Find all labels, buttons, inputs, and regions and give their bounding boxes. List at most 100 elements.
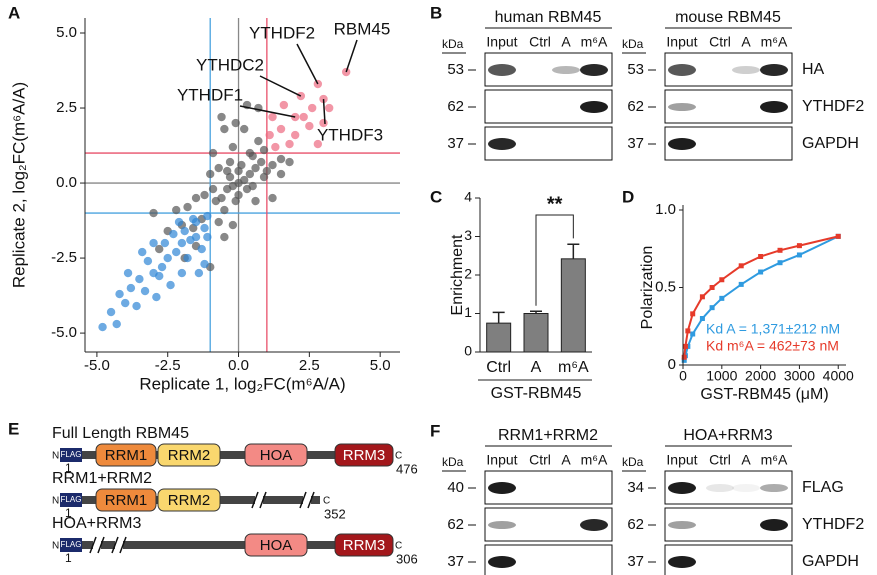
lane-label: A — [561, 452, 571, 468]
tag-box — [60, 538, 82, 552]
x-tick-label: 1000 — [706, 368, 737, 384]
data-point — [143, 256, 153, 266]
data-point — [149, 208, 158, 218]
data-point — [194, 268, 204, 278]
data-point — [307, 103, 317, 113]
band — [668, 64, 696, 76]
lane-label: Ctrl — [709, 34, 731, 50]
blot-title: HOA+RRM3 — [683, 427, 772, 444]
c-terminus: C — [395, 541, 402, 552]
data-point — [681, 357, 687, 363]
annotation: YTHDC2 — [196, 55, 264, 74]
band — [706, 484, 734, 492]
data-point — [234, 166, 243, 176]
start-label: 1 — [65, 551, 72, 565]
data-point — [200, 190, 209, 200]
x-axis-label: Replicate 1, log₂FC(m⁶A/A) — [139, 374, 345, 393]
backbone — [82, 451, 392, 459]
data-point — [738, 281, 744, 287]
domain-label: RRM1 — [105, 447, 148, 464]
data-point — [276, 124, 286, 134]
data-point — [341, 67, 351, 77]
y-tick-label: -2.5 — [51, 249, 77, 266]
data-point — [690, 311, 696, 317]
data-point — [206, 169, 215, 179]
data-point — [160, 238, 170, 248]
data-point — [112, 319, 121, 329]
annotation: YTHDF3 — [317, 125, 383, 144]
data-point — [220, 124, 229, 134]
leader-line — [322, 98, 326, 125]
data-point — [319, 118, 328, 128]
domain-box — [334, 443, 394, 467]
y-tick-label: 5.0 — [56, 24, 77, 41]
start-label: 1 — [65, 506, 72, 520]
band — [760, 64, 788, 76]
band — [580, 519, 608, 531]
domain-box — [334, 533, 394, 557]
data-point — [115, 289, 124, 299]
data-point — [217, 112, 226, 122]
data-point — [245, 148, 255, 158]
marker-label: 53 — [627, 61, 644, 78]
data-point — [719, 295, 725, 301]
band — [488, 64, 516, 76]
significance: ** — [547, 193, 563, 215]
data-point — [200, 223, 209, 233]
data-point — [313, 139, 323, 149]
data-point — [324, 103, 334, 113]
data-point — [169, 229, 178, 239]
y-tick-label: 4 — [464, 189, 472, 205]
blot-title: human RBM45 — [495, 9, 602, 26]
lane-label: A — [741, 34, 751, 50]
data-point — [305, 121, 314, 131]
data-point — [214, 217, 223, 227]
lane-label: Input — [486, 34, 517, 50]
data-point — [155, 244, 164, 254]
error-bar — [567, 243, 580, 259]
data-point — [203, 211, 212, 221]
data-point — [685, 328, 691, 334]
band — [760, 101, 788, 113]
marker-label: 37 — [627, 135, 644, 152]
data-point — [163, 253, 172, 263]
panel-label: D — [622, 187, 634, 206]
marker-label: 34 — [627, 479, 644, 496]
lane-label: A — [561, 34, 571, 50]
band — [488, 521, 516, 529]
data-point — [271, 142, 280, 152]
marker-label: 62 — [447, 516, 464, 533]
data-point — [719, 277, 725, 283]
end-label: 476 — [396, 461, 418, 476]
break-gap — [93, 539, 101, 551]
data-point — [777, 247, 783, 253]
data-point — [183, 253, 192, 263]
x-tick-label: -2.5 — [155, 357, 181, 374]
data-point — [268, 193, 277, 203]
tag-label: FLAG — [61, 450, 82, 459]
data-point — [138, 247, 147, 257]
data-point — [152, 292, 161, 302]
series-label: Kd A = 1,371±212 nM — [706, 321, 840, 337]
blot-title: mouse RBM45 — [675, 9, 781, 26]
x-tick-label: 5.0 — [370, 357, 391, 374]
data-point — [157, 262, 167, 272]
lane-label: Input — [666, 34, 697, 50]
row-label: YTHDF2 — [802, 516, 864, 533]
y-axis-label: Polarization — [639, 246, 656, 330]
y-tick-label: 1 — [464, 304, 472, 320]
data-point — [248, 181, 257, 191]
n-terminus: N — [52, 496, 59, 507]
data-point — [276, 154, 286, 164]
y-axis-label: Replicate 2, log₂FC(m⁶A/A) — [9, 82, 28, 288]
data-point — [254, 136, 263, 146]
data-point — [223, 166, 232, 176]
lane-label: m⁶A — [761, 452, 788, 468]
data-point — [251, 163, 260, 173]
data-point — [285, 139, 294, 149]
data-point — [268, 112, 277, 122]
row-label: GAPDH — [802, 553, 859, 570]
annotation: YTHDF1 — [177, 85, 243, 104]
lane-label: m⁶A — [761, 34, 788, 50]
x-tick-label: 2.5 — [299, 357, 320, 374]
